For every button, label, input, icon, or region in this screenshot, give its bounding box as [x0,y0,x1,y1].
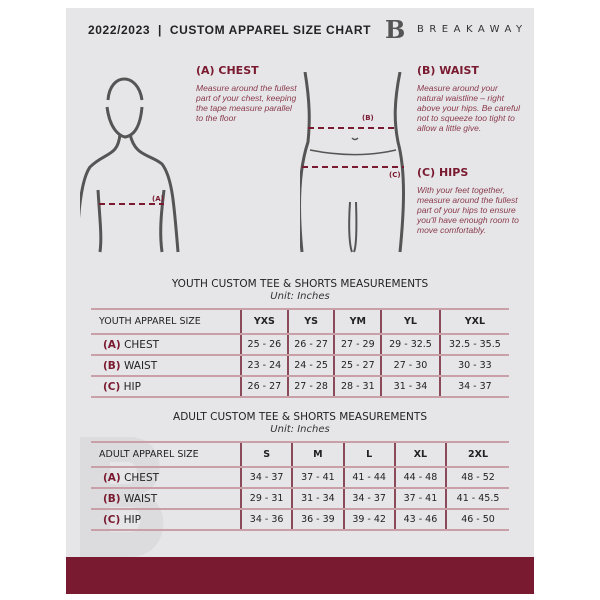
cell: 39 - 42 [342,508,395,531]
table-row: (B) WAIST 29 - 31 31 - 34 34 - 37 37 - 41 41… [91,487,509,510]
cell: 34 - 37 [239,466,293,489]
cell: 27 - 29 [333,333,382,356]
row-label: (B) WAIST [91,354,241,377]
table-row: (A) CHEST 25 - 26 26 - 27 27 - 29 29 - 32.5… [91,333,509,356]
row-label: (B) WAIST [91,487,241,510]
cell: 41 - 44 [342,466,395,489]
table-row: (A) CHEST 34 - 37 37 - 41 41 - 44 44 - 48 48… [91,466,509,489]
upper-body-figure [80,77,180,253]
cell: 34 - 37 [438,375,509,398]
table-header-row: ADULT APPAREL SIZE S M L XL 2XL [91,441,509,468]
chest-instructions: Measure around the fullest part of your … [196,83,297,123]
row-label: (A) CHEST [91,466,241,489]
cell: 30 - 33 [438,354,509,377]
cell: 25 - 26 [240,333,288,356]
size-header: L [342,441,395,468]
cell: 26 - 27 [286,333,335,356]
row-label: (C) HIP [91,508,241,531]
table-row: (C) HIP 26 - 27 27 - 28 28 - 31 31 - 34 34 -… [91,375,509,398]
cell: 46 - 50 [445,508,509,531]
chest-marker: (A) [152,195,164,203]
chest-heading: (A) CHEST [196,64,259,77]
cell: 29 - 31 [239,487,293,510]
hips-instructions: With your feet together, measure around … [417,185,519,235]
header-label: YOUTH APPAREL SIZE [91,308,241,335]
header-label: ADULT APPAREL SIZE [91,441,241,468]
size-header: 2XL [445,441,509,468]
cell: 23 - 24 [240,354,288,377]
waist-heading: (B) WAIST [417,64,479,77]
cell: 31 - 34 [291,487,344,510]
youth-table-unit: Unit: Inches [270,291,330,302]
youth-size-table: YOUTH APPAREL SIZE YXS YS YM YL YXL (A) … [91,308,509,398]
cell: 37 - 41 [393,487,447,510]
cell: 25 - 27 [333,354,382,377]
cell: 41 - 45.5 [445,487,509,510]
size-header: YS [286,308,335,335]
page-title: 2022/2023 | CUSTOM APPAREL SIZE CHART [88,23,372,37]
cell: 34 - 36 [239,508,293,531]
lower-body-figure [300,72,405,253]
cell: 44 - 48 [393,466,447,489]
cell: 31 - 34 [380,375,440,398]
size-header: YXS [240,308,288,335]
adult-table-title: ADULT CUSTOM TEE & SHORTS MEASUREMENTS [173,411,427,423]
cell: 29 - 32.5 [380,333,440,356]
adult-table-unit: Unit: Inches [270,424,330,435]
hips-marker: (C) [389,171,401,179]
table-header-row: YOUTH APPAREL SIZE YXS YS YM YL YXL [91,308,509,335]
youth-table-title: YOUTH CUSTOM TEE & SHORTS MEASUREMENTS [171,278,429,290]
size-header: YXL [438,308,509,335]
table-row: (B) WAIST 23 - 24 24 - 25 25 - 27 27 - 30 30… [91,354,509,377]
waist-marker: (B) [362,114,374,122]
row-label: (C) HIP [91,375,241,398]
cell: 48 - 52 [445,466,509,489]
size-header: YL [380,308,440,335]
cell: 26 - 27 [240,375,288,398]
cell: 37 - 41 [291,466,344,489]
cell: 36 - 39 [291,508,344,531]
row-label: (A) CHEST [91,333,241,356]
brand-name: BREAKAWAY [417,24,528,35]
cell: 24 - 25 [286,354,335,377]
hips-heading: (C) HIPS [417,166,469,179]
footer-bar [66,557,534,594]
size-header: M [291,441,344,468]
size-header: XL [393,441,447,468]
adult-size-table: ADULT APPAREL SIZE S M L XL 2XL (A) CHES… [91,441,509,531]
cell: 43 - 46 [393,508,447,531]
size-header: YM [333,308,382,335]
cell: 32.5 - 35.5 [438,333,509,356]
size-header: S [239,441,293,468]
waist-instructions: Measure around your natural waistline – … [417,83,521,133]
cell: 28 - 31 [333,375,382,398]
cell: 27 - 30 [380,354,440,377]
brand-logo: B [385,15,406,44]
cell: 27 - 28 [286,375,335,398]
table-row: (C) HIP 34 - 36 36 - 39 39 - 42 43 - 46 46 -… [91,508,509,531]
cell: 34 - 37 [342,487,395,510]
